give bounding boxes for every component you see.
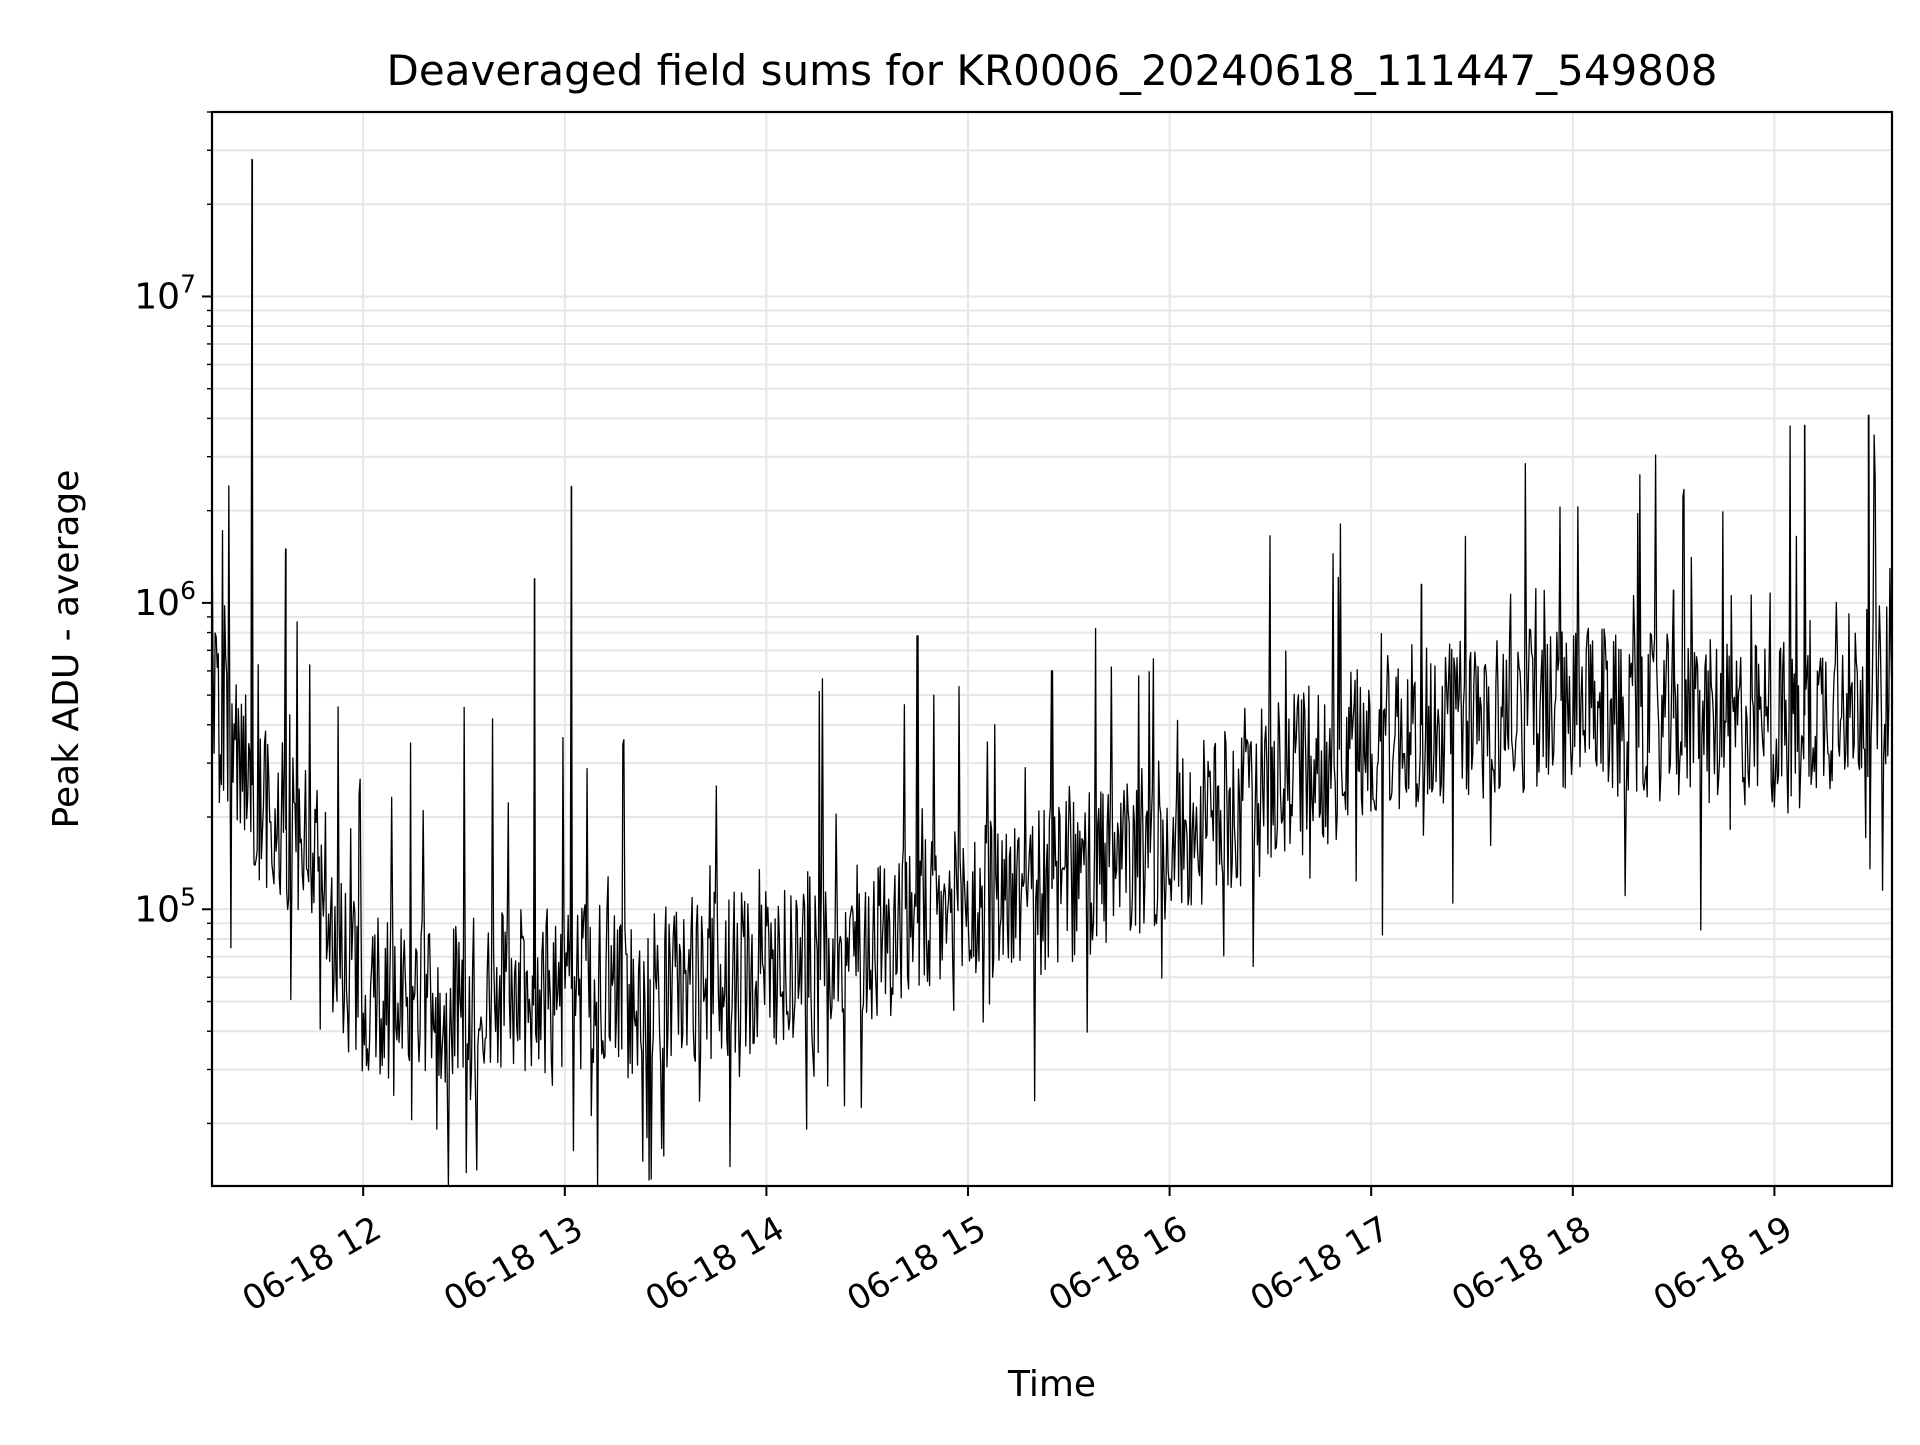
plot-frame xyxy=(210,110,1894,1188)
y-tick-label: 106 xyxy=(134,576,196,624)
series-layer xyxy=(211,158,1893,1187)
y-axis-label: Peak ADU - average xyxy=(46,470,87,829)
tick-marks xyxy=(202,111,1776,1196)
x-axis-label: Time xyxy=(1007,1364,1096,1405)
y-tick-labels: 105 106 107 xyxy=(134,269,196,930)
chart-title: Deaveraged field sums for KR0006_2024061… xyxy=(387,46,1718,95)
y-tick-label: 105 xyxy=(134,882,196,930)
y-tick-label: 107 xyxy=(134,269,196,317)
